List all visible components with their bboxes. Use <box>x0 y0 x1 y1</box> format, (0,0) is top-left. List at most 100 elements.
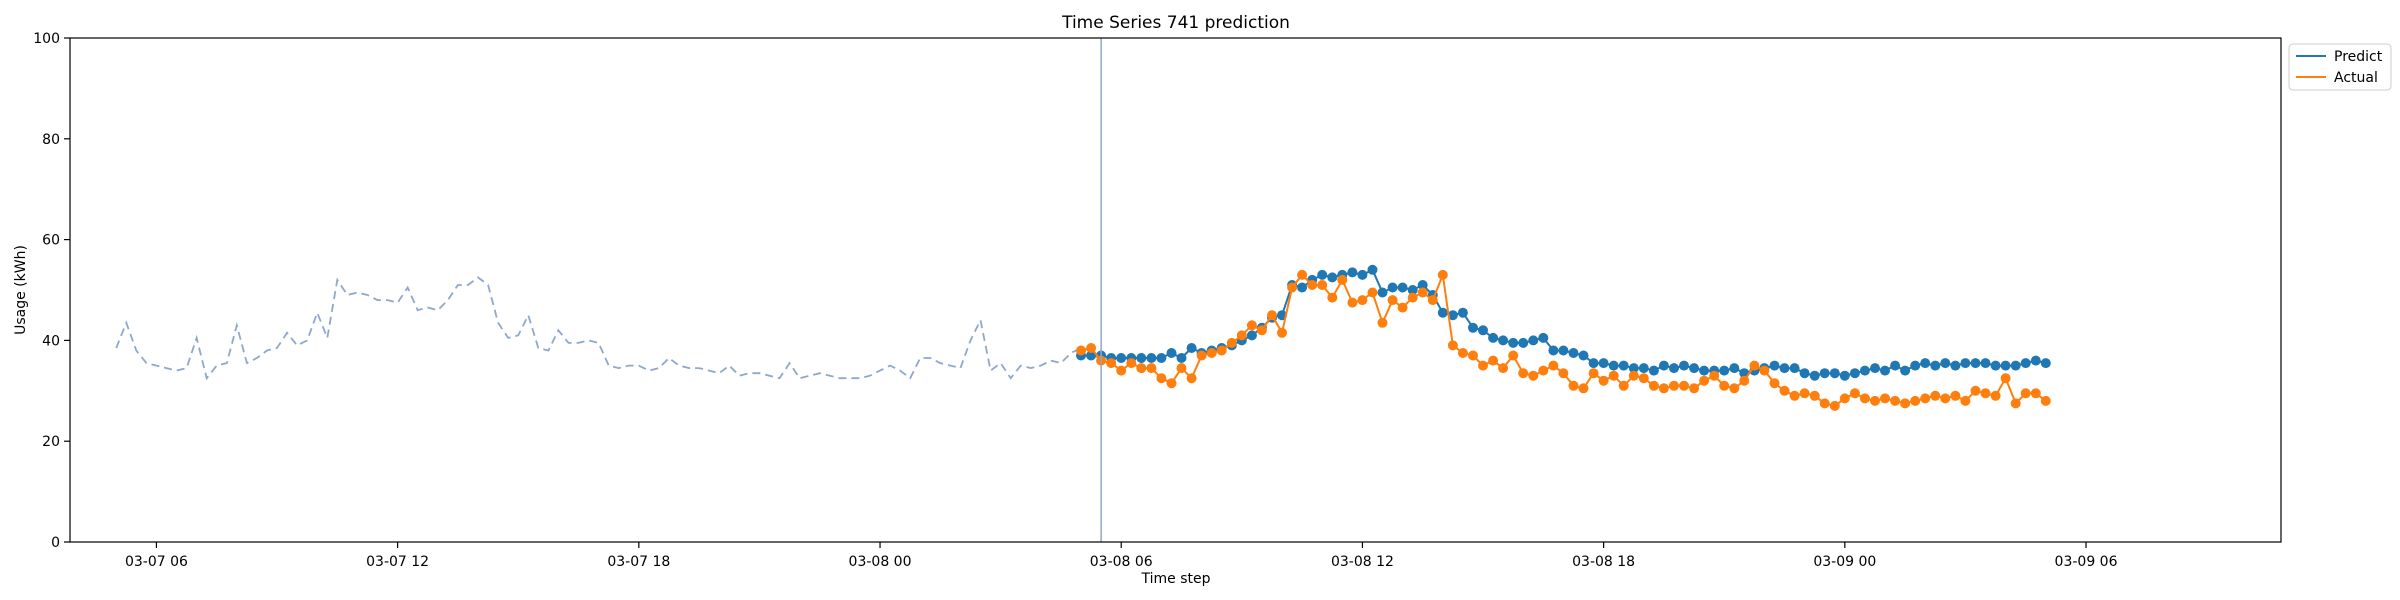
predict-point <box>1437 307 1448 318</box>
predict-point <box>1910 360 1921 371</box>
actual-point <box>1880 393 1890 404</box>
predict-point <box>1538 332 1549 343</box>
actual-point <box>1136 363 1147 374</box>
predict-point <box>1839 370 1850 381</box>
actual-point <box>1478 360 1488 371</box>
actual-point <box>1407 292 1418 303</box>
predict-point <box>1960 358 1971 369</box>
actual-point <box>1287 282 1298 293</box>
y-tick-label: 40 <box>42 333 60 349</box>
y-tick-label: 0 <box>51 535 60 551</box>
predict-point <box>1880 365 1890 376</box>
predict-point <box>1468 322 1478 333</box>
chart-title: Time Series 741 prediction <box>1061 13 1290 33</box>
x-tick-label: 03-08 18 <box>1572 554 1635 570</box>
actual-point <box>1267 310 1277 321</box>
predict-point <box>1769 360 1780 371</box>
x-tick-label: 03-09 00 <box>1813 554 1876 570</box>
actual-point <box>1578 383 1589 394</box>
actual-point <box>1337 274 1348 285</box>
y-axis-title: Usage (kWh) <box>13 245 29 335</box>
predict-point <box>1146 353 1157 363</box>
actual-point <box>1920 393 1931 404</box>
y-tick-label: 100 <box>33 31 60 47</box>
actual-point <box>1890 395 1901 406</box>
predict-point <box>1548 345 1559 356</box>
actual-point <box>1277 327 1287 338</box>
actual-point <box>1126 358 1137 369</box>
actual-point <box>1598 375 1609 386</box>
actual-point <box>1437 269 1448 280</box>
actual-point <box>1849 388 1860 399</box>
actual-point <box>1347 297 1358 308</box>
actual-point <box>1709 370 1720 381</box>
actual-point <box>1658 383 1669 394</box>
actual-point <box>1638 373 1649 384</box>
actual-point <box>1317 280 1328 290</box>
history-layer <box>115 276 1082 381</box>
predict-point <box>1658 360 1669 371</box>
predict-point <box>1699 365 1710 376</box>
actual-point <box>1216 345 1227 356</box>
actual-point <box>1196 350 1207 361</box>
actual-point <box>1367 287 1378 298</box>
actual-point <box>1568 380 1579 391</box>
actual-point <box>1206 348 1217 358</box>
x-tick-label: 03-07 06 <box>125 554 188 570</box>
predict-point <box>1367 264 1378 275</box>
predict-point <box>1608 360 1619 371</box>
actual-point <box>1980 388 1991 399</box>
predict-point <box>1799 368 1810 379</box>
predict-point <box>1176 353 1187 363</box>
predict-point <box>2010 360 2021 371</box>
predict-point <box>1980 358 1991 369</box>
predict-point <box>1669 363 1679 374</box>
x-tick-label: 03-09 06 <box>2055 554 2118 570</box>
actual-point <box>1699 375 1710 386</box>
actual-point <box>1236 330 1247 341</box>
actual-point <box>1186 373 1197 384</box>
actual-point <box>1669 380 1679 391</box>
actual-point <box>1166 378 1177 389</box>
actual-point <box>1548 360 1559 371</box>
actual-point <box>1950 390 1961 401</box>
actual-point <box>1719 380 1730 391</box>
y-tick-label: 80 <box>42 132 60 148</box>
actual-point <box>1870 395 1880 406</box>
legend-predict-label: Predict <box>2334 49 2383 65</box>
actual-point <box>2040 395 2051 406</box>
x-tick-label: 03-07 18 <box>607 554 670 570</box>
predict-point <box>1719 365 1730 376</box>
predict-point <box>1779 363 1790 374</box>
x-tick-label: 03-08 06 <box>1090 554 1153 570</box>
actual-point <box>1809 390 1820 401</box>
predict-point <box>1638 363 1649 374</box>
predict-point <box>1578 350 1589 361</box>
actual-point <box>1779 385 1790 396</box>
predict-point <box>1558 345 1569 356</box>
x-tick-label: 03-08 00 <box>849 554 912 570</box>
predict-point <box>1920 358 1931 369</box>
predict-point <box>1990 360 2001 371</box>
series-layer <box>1076 264 2051 411</box>
actual-point <box>2000 373 2011 384</box>
predict-point <box>1246 330 1257 341</box>
actual-point <box>1900 398 1911 409</box>
predict-point <box>1166 348 1177 358</box>
predict-point <box>1417 280 1428 290</box>
predict-point <box>1347 267 1358 278</box>
actual-point <box>1256 325 1267 336</box>
y-axis: 0 20 40 60 80 100 <box>33 31 70 551</box>
predict-point <box>2040 358 2051 369</box>
actual-point <box>1628 370 1639 381</box>
actual-point <box>1468 350 1478 361</box>
actual-point <box>1829 400 1840 411</box>
y-tick-label: 60 <box>42 233 60 249</box>
predict-point <box>1397 282 1408 293</box>
predict-point <box>1568 348 1579 358</box>
predict-point <box>1789 363 1800 374</box>
predict-point <box>1407 285 1418 295</box>
predict-point <box>1357 269 1368 280</box>
actual-point <box>1518 368 1529 379</box>
